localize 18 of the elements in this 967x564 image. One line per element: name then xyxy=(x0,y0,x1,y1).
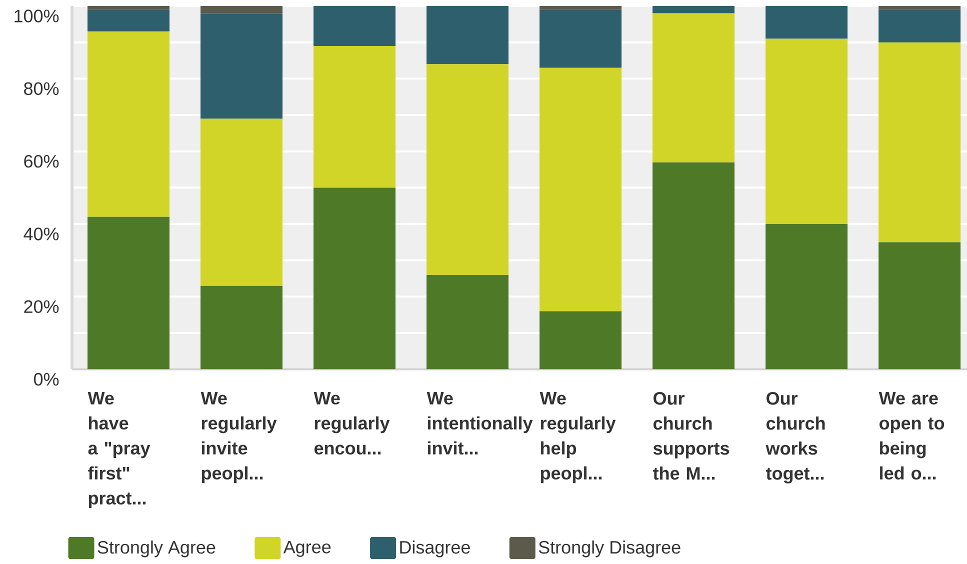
x-tick-label: We are open to being led o... xyxy=(878,392,944,480)
y-tick-label: 80% xyxy=(24,82,59,96)
x-tick-label: Our church supports the M... xyxy=(653,392,730,480)
y-tick-label: 100% xyxy=(14,10,59,22)
legend-label: Disagree xyxy=(400,540,470,558)
y-tick-label: 0% xyxy=(34,372,59,386)
legend-label: Strongly Disagree xyxy=(538,540,680,558)
y-tick-label: 40% xyxy=(24,228,59,240)
x-tick-label: We intentionally invit... xyxy=(426,392,533,455)
x-tick-label: We regularly help peopl... xyxy=(540,392,616,484)
x-tick-label: Our church works toget... xyxy=(766,392,825,484)
legend-label: Agree xyxy=(283,540,331,557)
y-tick-label: 20% xyxy=(24,300,59,313)
x-tick-label: We have a "pray first" pract... xyxy=(88,392,150,508)
y-tick-label: 60% xyxy=(24,154,59,168)
x-tick-label: We regularly invite peopl... xyxy=(200,392,277,484)
legend-label: Strongly Agree xyxy=(98,540,216,558)
x-tick-label: We regularly encou... xyxy=(314,392,390,455)
